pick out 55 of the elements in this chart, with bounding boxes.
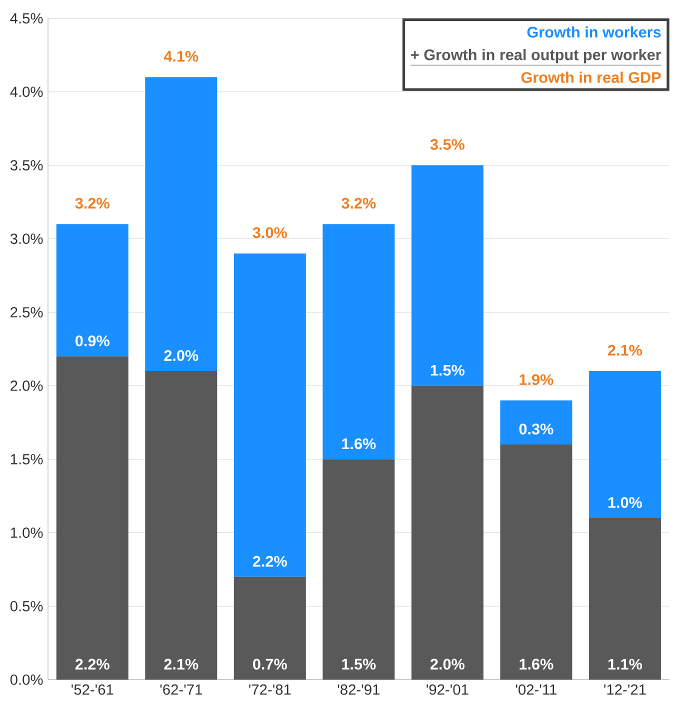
y-tick-label: 2.0% [10,380,43,391]
total-label: 3.2% [75,198,110,209]
data-label: 0.7% [253,658,287,670]
bar [411,386,484,680]
y-tick-label: 2.5% [10,307,43,318]
bar [322,224,395,460]
total-label: 3.2% [342,198,376,209]
y-tick-label: 4.5% [10,13,43,24]
bar [234,576,306,680]
x-tick-label: '82-'91 [338,684,380,695]
y-tick-label: 0.5% [10,601,43,612]
bar [56,224,128,356]
bar [588,518,661,680]
data-label: 1.5% [342,658,376,670]
bar [145,77,218,372]
data-label: 2.1% [164,658,198,670]
y-tick-label: 4.0% [10,86,43,98]
data-label: 2.2% [75,658,110,670]
total-label: 2.1% [608,344,642,356]
x-tick-label: '62-'71 [160,684,202,695]
text: Growth in workers [527,26,661,38]
total-label: 4.1% [164,50,198,62]
data-label: 0.3% [519,424,554,434]
x-tick-label: '12-'21 [604,684,646,695]
data-label: 2.0% [164,350,198,361]
text: + Growth in real output per worker [411,49,662,64]
total-label: 1.9% [520,374,554,386]
total-label: 3.5% [430,139,464,150]
data-label: 1.6% [342,438,376,450]
bar [411,165,484,386]
total-label: 3.0% [252,227,287,238]
y-tick-label: 1.5% [10,454,43,464]
y-tick-label: 3.5% [10,160,43,170]
bar [500,444,572,680]
bar [322,459,395,680]
bar [588,371,661,518]
bar [500,400,572,445]
bar [145,371,218,680]
data-label: 0.9% [76,335,110,346]
x-tick-label: '52-'61 [72,684,114,695]
data-label: 1.6% [520,658,554,670]
x-tick-label: '92-'01 [426,684,468,695]
x-tick-label: '72-'81 [249,684,291,695]
y-tick-label: 3.0% [10,234,43,244]
x-tick-label: '02-'11 [516,684,556,695]
y-tick-label: 0.0% [10,674,43,685]
bar [234,253,306,577]
data-label: 1.1% [608,658,642,670]
data-label: 1.0% [608,497,642,508]
bar [56,356,128,680]
annotation: Growth in real GDP [521,72,661,83]
data-label: 2.0% [430,658,464,670]
y-tick-label: 1.0% [10,528,43,538]
data-label: 1.5% [430,364,464,376]
data-label: 2.2% [252,556,287,567]
